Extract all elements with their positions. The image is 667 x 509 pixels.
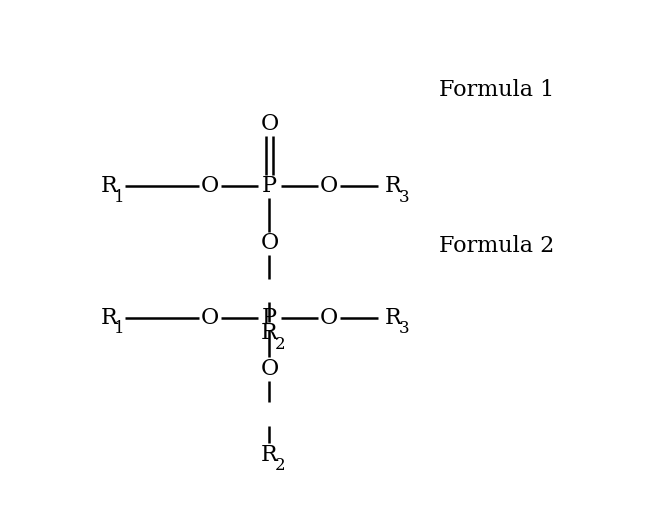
- Text: 3: 3: [399, 189, 409, 206]
- Text: P: P: [262, 176, 277, 197]
- Text: 1: 1: [114, 320, 125, 337]
- Text: O: O: [260, 232, 279, 254]
- Text: P: P: [262, 307, 277, 329]
- Text: 2: 2: [275, 458, 285, 474]
- Text: O: O: [319, 307, 338, 329]
- Text: O: O: [319, 176, 338, 197]
- Text: O: O: [260, 113, 279, 135]
- Text: 3: 3: [399, 320, 409, 337]
- Text: O: O: [260, 358, 279, 380]
- Text: R: R: [385, 307, 402, 329]
- Text: 1: 1: [114, 189, 125, 206]
- Text: Formula 1: Formula 1: [438, 79, 554, 101]
- Text: R: R: [101, 307, 117, 329]
- Text: Formula 2: Formula 2: [438, 236, 554, 258]
- Text: O: O: [201, 176, 219, 197]
- Text: R: R: [261, 323, 278, 345]
- Text: 2: 2: [275, 336, 285, 353]
- Text: R: R: [261, 444, 278, 466]
- Text: O: O: [201, 307, 219, 329]
- Text: R: R: [385, 176, 402, 197]
- Text: R: R: [101, 176, 117, 197]
